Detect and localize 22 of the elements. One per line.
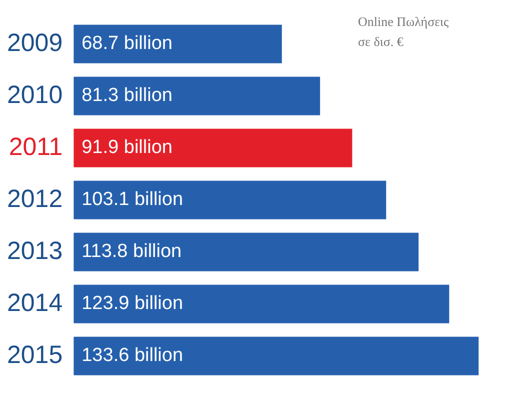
bar	[74, 128, 352, 168]
data-label: 103.1 billion	[82, 189, 184, 210]
bar	[74, 336, 479, 376]
data-label: 91.9 billion	[82, 137, 172, 158]
bar	[74, 180, 386, 220]
bar	[74, 232, 419, 272]
data-label: 133.6 billion	[82, 345, 184, 366]
y-tick-label: 2012	[6, 184, 63, 213]
bar	[74, 284, 450, 324]
bar	[74, 76, 320, 116]
y-tick-label: 2014	[6, 288, 63, 317]
data-label: 123.9 billion	[82, 293, 184, 314]
bar	[74, 24, 282, 64]
data-label: 81.3 billion	[82, 85, 172, 106]
y-tick-label: 2011	[8, 132, 63, 161]
y-tick-label: 2009	[6, 28, 63, 57]
data-label: 68.7 billion	[82, 33, 172, 54]
annotation: Online Πωλήσεις σε δισ. €	[358, 13, 450, 51]
y-tick-label: 2010	[6, 80, 63, 109]
y-tick-label: 2013	[6, 236, 63, 265]
data-label: 113.8 billion	[82, 241, 182, 262]
y-tick-label: 2015	[6, 340, 63, 369]
